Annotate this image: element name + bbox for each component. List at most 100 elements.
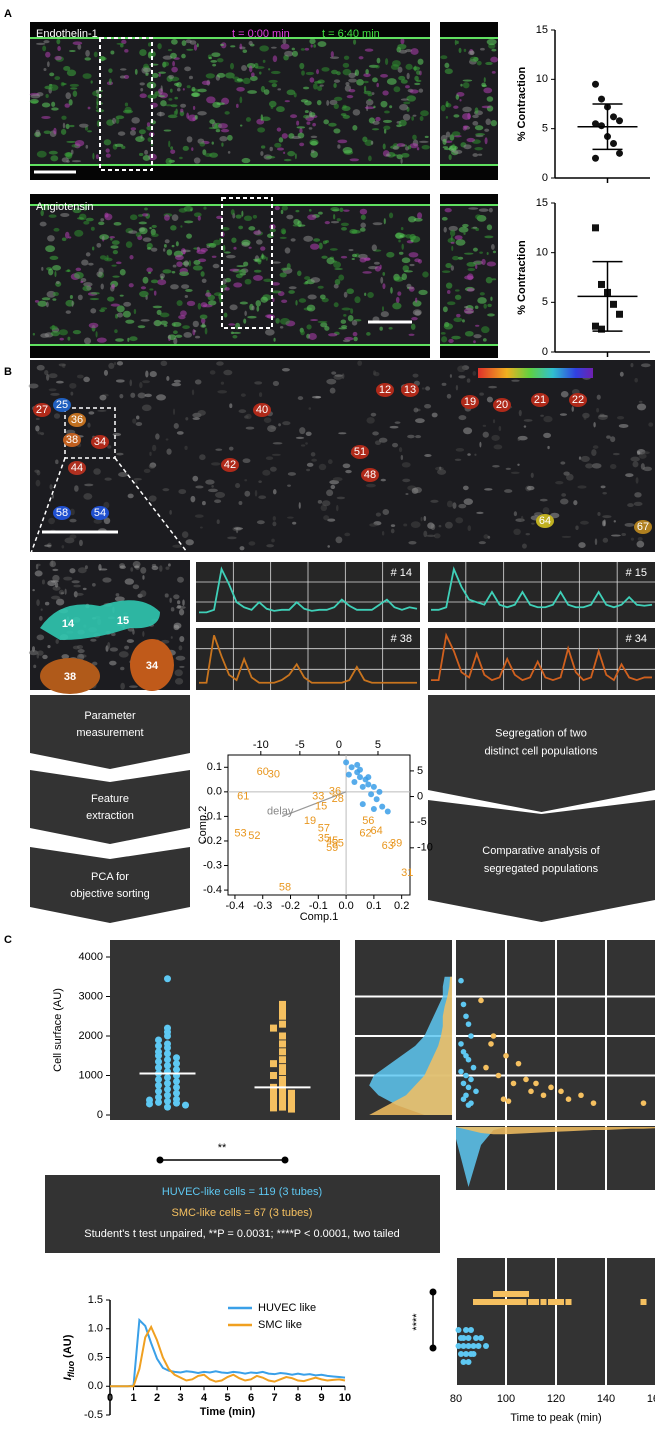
texture [455, 94, 460, 100]
texture [72, 90, 78, 97]
data-point [173, 1077, 180, 1085]
texture [84, 57, 91, 61]
texture [239, 96, 243, 104]
texture [61, 545, 65, 549]
texture [310, 243, 320, 250]
data-point [173, 1060, 180, 1068]
texture [73, 584, 81, 588]
texture [49, 72, 55, 77]
texture [83, 205, 88, 211]
texture [463, 232, 466, 235]
data-point [279, 1032, 286, 1040]
texture [271, 83, 278, 88]
data-point [164, 975, 171, 983]
texture [48, 517, 55, 525]
data-point [460, 1359, 467, 1365]
texture [455, 239, 466, 246]
texture [278, 423, 281, 427]
texture [233, 527, 244, 530]
texture [69, 295, 73, 300]
texture [166, 448, 172, 455]
texture [242, 49, 248, 54]
texture [612, 452, 620, 456]
cell-label: 25 [56, 399, 68, 411]
texture [365, 483, 376, 488]
point-label: 60 [257, 766, 269, 778]
texture [455, 384, 459, 391]
texture [487, 313, 495, 317]
texture [382, 143, 386, 150]
texture [158, 73, 161, 77]
texture [35, 479, 41, 487]
texture [79, 123, 89, 128]
texture [238, 409, 247, 414]
texture [82, 587, 87, 591]
texture [326, 489, 334, 497]
texture [52, 574, 60, 582]
texture [176, 261, 183, 267]
texture [281, 205, 289, 211]
data-point [164, 1056, 171, 1064]
texture [197, 302, 202, 310]
texture [137, 214, 144, 217]
texture [72, 330, 82, 335]
x-tick-label: 5 [224, 1392, 230, 1404]
texture [364, 48, 374, 52]
texture [323, 515, 330, 521]
texture [51, 101, 56, 107]
texture [273, 337, 276, 342]
texture [135, 421, 143, 426]
texture [409, 89, 419, 94]
texture [477, 153, 483, 156]
texture [417, 58, 424, 65]
texture [145, 370, 149, 378]
texture [135, 136, 145, 143]
texture [90, 80, 93, 84]
texture [442, 138, 447, 145]
texture [248, 246, 252, 249]
texture [504, 489, 513, 493]
texture [192, 320, 199, 328]
texture [74, 139, 85, 147]
texture [239, 124, 243, 127]
data-point [598, 280, 605, 288]
texture [372, 77, 378, 83]
texture [410, 323, 416, 330]
texture [472, 247, 478, 252]
y-tick-label: 5 [542, 123, 548, 135]
texture [521, 543, 527, 549]
texture [112, 275, 120, 278]
texture [61, 237, 67, 242]
data-point [478, 997, 484, 1004]
texture [632, 461, 639, 468]
texture [65, 310, 72, 314]
y2-tick-label: 0 [417, 790, 423, 802]
stats-text: SMC-like cells = 67 (3 tubes) [172, 1207, 313, 1219]
texture [30, 100, 38, 104]
texture [144, 393, 152, 398]
data-point [270, 1024, 277, 1032]
texture [186, 85, 191, 89]
texture [64, 103, 70, 108]
texture [220, 128, 230, 133]
texture [229, 268, 240, 272]
texture [577, 485, 587, 489]
y-axis-label: % Contraction [516, 66, 528, 141]
texture [244, 310, 247, 316]
texture [475, 133, 486, 136]
texture [491, 434, 500, 441]
texture [115, 117, 120, 124]
data-point [558, 1299, 564, 1305]
texture [372, 120, 380, 125]
texture [462, 125, 469, 128]
texture [230, 62, 234, 70]
zoom-line [29, 457, 66, 557]
texture [493, 444, 503, 450]
texture [398, 251, 404, 255]
texture [353, 39, 357, 45]
texture [176, 600, 181, 605]
data-point [164, 1103, 171, 1111]
texture [186, 233, 192, 239]
texture [229, 304, 238, 311]
texture [437, 469, 447, 475]
